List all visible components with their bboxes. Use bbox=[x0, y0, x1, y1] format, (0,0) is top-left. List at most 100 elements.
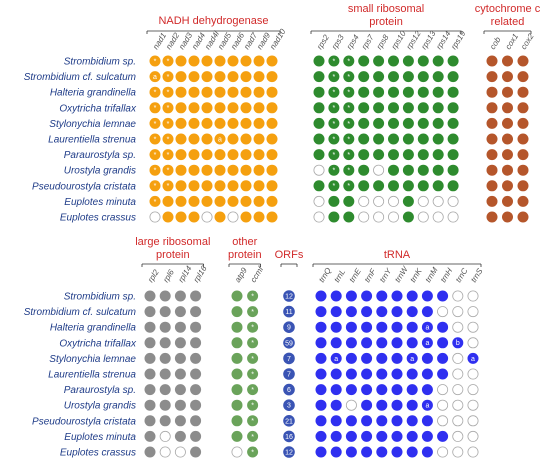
presence-marker bbox=[315, 430, 327, 442]
present-gene-circle bbox=[437, 321, 449, 333]
present-gene-circle bbox=[406, 290, 418, 302]
present-gene-circle bbox=[391, 415, 403, 427]
present-gene-circle bbox=[188, 211, 200, 223]
present-gene-circle bbox=[240, 71, 252, 83]
presence-marker bbox=[144, 306, 156, 318]
present-gene-circle bbox=[417, 102, 429, 114]
absent-gene-circle bbox=[467, 290, 479, 302]
orf-count-value: 3 bbox=[287, 403, 291, 410]
presence-marker bbox=[240, 117, 252, 129]
present-gene-circle bbox=[174, 399, 186, 411]
presence-marker bbox=[190, 368, 202, 380]
presence-marker bbox=[373, 149, 385, 161]
presence-marker bbox=[376, 368, 388, 380]
gene-marker-symbol: * bbox=[167, 136, 170, 143]
presence-marker bbox=[190, 321, 202, 333]
present-gene-circle bbox=[502, 211, 513, 223]
present-gene-circle bbox=[517, 180, 529, 192]
presence-marker bbox=[190, 290, 202, 302]
absent-gene-circle bbox=[467, 415, 479, 427]
presence-marker bbox=[144, 352, 156, 364]
presence-marker bbox=[376, 384, 388, 396]
presence-marker bbox=[188, 164, 200, 176]
present-gene-circle bbox=[376, 384, 388, 396]
presence-marker bbox=[227, 133, 239, 145]
presence-marker bbox=[406, 321, 418, 333]
species-label-pseudourostyla-cristata: Pseudourostyla cristata bbox=[32, 416, 136, 427]
present-gene-circle bbox=[159, 306, 171, 318]
present-gene-circle bbox=[175, 180, 187, 192]
presence-marker bbox=[502, 55, 513, 67]
presence-marker bbox=[313, 180, 325, 192]
presence-marker bbox=[388, 164, 399, 176]
absent-gene-circle bbox=[467, 384, 479, 396]
present-gene-circle bbox=[190, 368, 202, 380]
presence-marker: * bbox=[247, 384, 259, 396]
presence-marker bbox=[452, 399, 464, 411]
present-gene-circle bbox=[253, 102, 265, 114]
presence-marker bbox=[421, 352, 433, 364]
presence-marker: * bbox=[162, 164, 174, 176]
present-gene-circle bbox=[240, 117, 252, 129]
presence-marker: * bbox=[328, 117, 340, 129]
present-gene-circle bbox=[330, 352, 342, 364]
presence-marker bbox=[517, 102, 529, 114]
presence-marker bbox=[358, 117, 370, 129]
present-gene-circle bbox=[188, 133, 200, 145]
presence-marker bbox=[361, 290, 373, 302]
species-label-laurentiella-strenua: Laurentiella strenua bbox=[48, 370, 136, 381]
presence-marker bbox=[227, 102, 239, 114]
presence-marker bbox=[467, 415, 479, 427]
presence-marker bbox=[201, 117, 213, 129]
present-gene-circle bbox=[313, 86, 325, 98]
present-gene-circle bbox=[373, 102, 385, 114]
presence-marker bbox=[391, 306, 403, 318]
presence-marker bbox=[467, 446, 479, 458]
presence-marker bbox=[358, 133, 370, 145]
presence-marker: * bbox=[149, 117, 161, 129]
present-gene-circle bbox=[432, 71, 444, 83]
presence-marker bbox=[231, 446, 243, 458]
present-gene-circle bbox=[231, 430, 243, 442]
presence-marker bbox=[373, 102, 385, 114]
presence-marker bbox=[447, 102, 459, 114]
present-gene-circle bbox=[376, 446, 388, 458]
present-gene-circle bbox=[149, 55, 161, 67]
present-gene-circle bbox=[452, 337, 464, 349]
presence-marker bbox=[388, 86, 399, 98]
present-gene-circle bbox=[343, 180, 355, 192]
present-gene-circle bbox=[421, 290, 433, 302]
presence-marker bbox=[391, 337, 403, 349]
group-nadh-dehydrogenase: NADH dehydrogenasenad1nad2nad3nad4nad4ln… bbox=[146, 15, 288, 223]
presence-marker: * bbox=[328, 86, 340, 98]
absent-gene-circle bbox=[452, 368, 464, 380]
present-gene-circle bbox=[447, 117, 459, 129]
presence-marker bbox=[313, 117, 325, 129]
species-label-halteria-grandinella: Halteria grandinella bbox=[50, 88, 137, 99]
presence-marker bbox=[358, 149, 370, 161]
present-gene-circle bbox=[190, 352, 202, 364]
presence-marker bbox=[144, 399, 156, 411]
present-gene-circle bbox=[266, 164, 278, 176]
present-gene-circle bbox=[214, 211, 226, 223]
absent-gene-circle bbox=[452, 290, 464, 302]
gene-marker-symbol: * bbox=[333, 74, 336, 81]
present-gene-circle bbox=[315, 446, 327, 458]
presence-marker bbox=[315, 306, 327, 318]
present-gene-circle bbox=[345, 337, 357, 349]
group-title: ORFs bbox=[275, 249, 304, 261]
species-label-oxytricha-trifallax: Oxytricha trifallax bbox=[59, 103, 137, 114]
absent-gene-circle bbox=[452, 352, 464, 364]
present-gene-circle bbox=[343, 102, 355, 114]
presence-marker bbox=[502, 149, 513, 161]
absent-gene-circle bbox=[149, 211, 161, 223]
present-gene-circle bbox=[266, 195, 278, 207]
present-gene-circle bbox=[486, 195, 498, 207]
presence-marker bbox=[240, 102, 252, 114]
presence-marker: * bbox=[162, 117, 174, 129]
presence-marker bbox=[328, 211, 340, 223]
absent-gene-circle bbox=[313, 164, 325, 176]
absent-gene-circle bbox=[452, 306, 464, 318]
group-title: small ribosomal bbox=[348, 3, 424, 15]
